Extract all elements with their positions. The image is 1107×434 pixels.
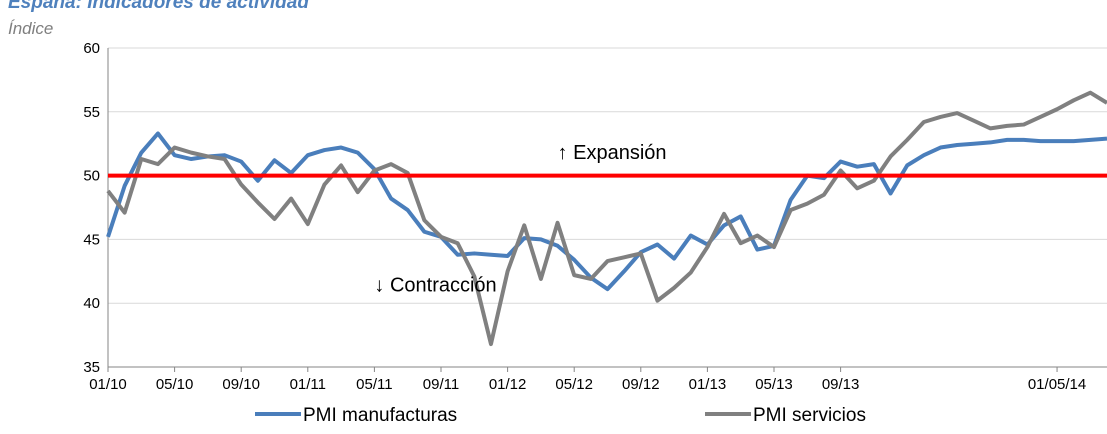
x-tick-label: 01/05/14 xyxy=(1028,376,1086,393)
x-tick-label: 01/10 xyxy=(89,376,127,393)
line-series xyxy=(106,90,1107,347)
chart-title: España: Indicadores de actividad xyxy=(8,0,309,13)
x-tick-label: 05/11 xyxy=(356,376,392,393)
x-tick-label: 05/10 xyxy=(156,376,194,393)
annotation: ↑ Expansión xyxy=(558,142,667,164)
x-tick-label: 01/13 xyxy=(689,376,727,393)
chart-subtitle: Índice xyxy=(8,19,53,38)
legend-label: PMI manufacturas xyxy=(303,405,457,426)
x-tick-label: 09/10 xyxy=(222,376,260,393)
line-series xyxy=(106,131,1107,292)
annotation: ↓ Contracción xyxy=(374,275,496,297)
y-tick-label: 60 xyxy=(83,40,100,57)
y-tick-label: 50 xyxy=(83,168,100,185)
x-tick-label: 01/12 xyxy=(489,376,527,393)
x-tick-label: 09/11 xyxy=(423,376,459,393)
x-tick-label: 09/13 xyxy=(822,376,860,393)
x-tick-label: 05/12 xyxy=(555,376,593,393)
legend-label: PMI servicios xyxy=(753,405,866,426)
x-tick-label: 05/13 xyxy=(755,376,793,393)
y-tick-label: 45 xyxy=(83,231,100,248)
x-tick-label: 09/12 xyxy=(622,376,660,393)
y-tick-label: 55 xyxy=(83,104,100,121)
x-tick-label: 01/11 xyxy=(290,376,326,393)
y-tick-label: 35 xyxy=(83,359,100,376)
y-tick-label: 40 xyxy=(83,295,100,312)
